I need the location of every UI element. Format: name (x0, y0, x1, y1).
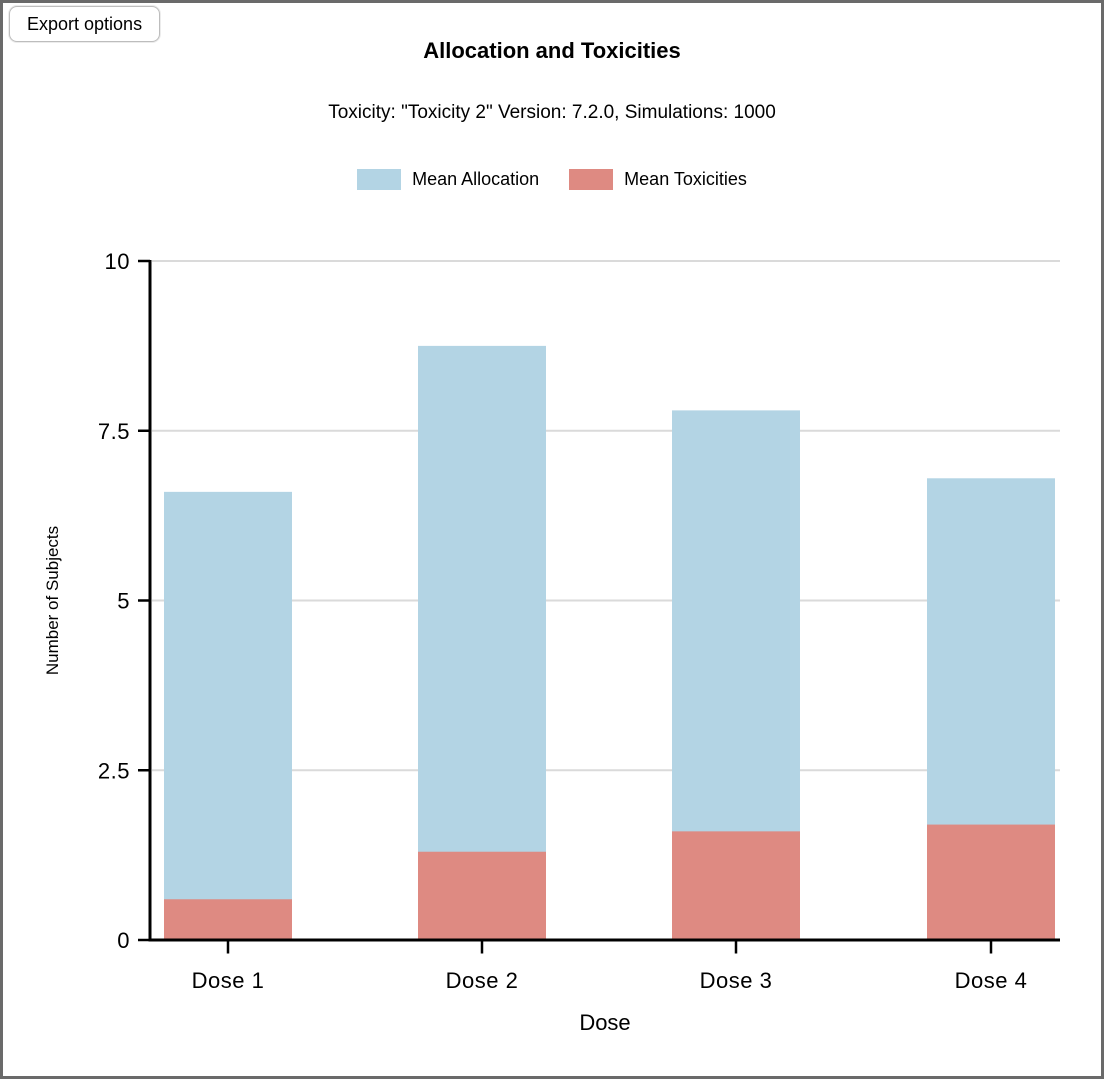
bar-mean-toxicities-dose-2 (418, 851, 546, 940)
y-tick-label-0: 0 (117, 928, 130, 953)
x-label-dose-1: Dose 1 (192, 968, 265, 993)
legend-label-mean-allocation: Mean Allocation (412, 169, 540, 189)
y-tick-label-7.5: 7.5 (98, 419, 130, 444)
y-tick-label-10: 10 (105, 249, 130, 274)
x-label-dose-4: Dose 4 (955, 968, 1028, 993)
bar-mean-toxicities-dose-3 (672, 831, 800, 940)
legend-swatch-mean-toxicities (569, 169, 614, 190)
bar-mean-toxicities-dose-1 (164, 899, 292, 940)
legend-swatch-mean-allocation (357, 169, 402, 190)
legend-item-mean-toxicities: Mean Toxicities (569, 169, 747, 190)
x-label-dose-2: Dose 2 (446, 968, 519, 993)
bar-mean-allocation-dose-1 (164, 491, 292, 940)
legend-label-mean-toxicities: Mean Toxicities (624, 169, 747, 189)
export-options-button[interactable]: Export options (9, 6, 161, 42)
y-tick-label-2.5: 2.5 (98, 758, 130, 783)
y-axis-title: Number of Subjects (43, 526, 62, 675)
x-axis-title: Dose (579, 1010, 630, 1035)
chart-title: Allocation and Toxicities (423, 38, 681, 63)
x-label-dose-3: Dose 3 (700, 968, 773, 993)
bar-mean-allocation-dose-2 (418, 345, 546, 940)
legend-item-mean-allocation: Mean Allocation (357, 169, 539, 190)
chart-subtitle: Toxicity: "Toxicity 2" Version: 7.2.0, S… (328, 102, 776, 123)
chart-legend: Mean Allocation Mean Toxicities (0, 169, 1104, 190)
bar-mean-toxicities-dose-4 (927, 824, 1055, 940)
y-tick-label-5: 5 (117, 589, 130, 614)
